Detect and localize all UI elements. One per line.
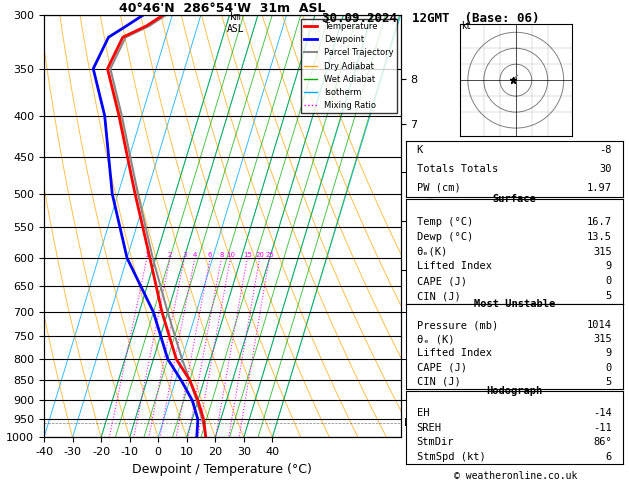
Text: Lifted Index: Lifted Index (416, 348, 491, 358)
Text: 8: 8 (220, 252, 224, 258)
Text: 6: 6 (208, 252, 213, 258)
Text: 1014: 1014 (587, 320, 612, 330)
Text: CAPE (J): CAPE (J) (416, 277, 467, 286)
Text: 10: 10 (226, 252, 235, 258)
Text: 0: 0 (606, 277, 612, 286)
Y-axis label: hPa: hPa (0, 215, 1, 237)
Text: 9: 9 (606, 261, 612, 272)
Text: K: K (416, 145, 423, 155)
Text: 4: 4 (192, 252, 197, 258)
Text: -11: -11 (593, 423, 612, 433)
Text: CIN (J): CIN (J) (416, 377, 460, 387)
Text: StmDir: StmDir (416, 437, 454, 447)
Text: 16.7: 16.7 (587, 217, 612, 226)
Text: Surface: Surface (493, 194, 536, 204)
Text: 1: 1 (145, 252, 149, 258)
Text: SREH: SREH (416, 423, 442, 433)
Text: StmSpd (kt): StmSpd (kt) (416, 452, 486, 462)
Text: Lifted Index: Lifted Index (416, 261, 491, 272)
Text: CAPE (J): CAPE (J) (416, 363, 467, 373)
Text: kt: kt (462, 21, 471, 31)
Text: 3: 3 (182, 252, 187, 258)
Text: Pressure (mb): Pressure (mb) (416, 320, 498, 330)
Text: 0: 0 (606, 363, 612, 373)
Text: CIN (J): CIN (J) (416, 291, 460, 301)
Text: 20: 20 (255, 252, 264, 258)
Text: 2: 2 (168, 252, 172, 258)
Text: Most Unstable: Most Unstable (474, 299, 555, 309)
Text: 86°: 86° (593, 437, 612, 447)
Text: Totals Totals: Totals Totals (416, 164, 498, 174)
Text: 315: 315 (593, 246, 612, 257)
Legend: Temperature, Dewpoint, Parcel Trajectory, Dry Adiabat, Wet Adiabat, Isotherm, Mi: Temperature, Dewpoint, Parcel Trajectory… (301, 19, 397, 113)
Title: 40°46'N  286°54'W  31m  ASL: 40°46'N 286°54'W 31m ASL (119, 1, 326, 15)
Text: 13.5: 13.5 (587, 231, 612, 242)
X-axis label: Dewpoint / Temperature (°C): Dewpoint / Temperature (°C) (133, 463, 313, 476)
Text: θₑ (K): θₑ (K) (416, 334, 454, 344)
Text: 30: 30 (599, 164, 612, 174)
Text: Temp (°C): Temp (°C) (416, 217, 473, 226)
Text: LCL: LCL (404, 418, 422, 428)
Text: 1.97: 1.97 (587, 183, 612, 192)
Text: EH: EH (416, 408, 429, 418)
Text: 9: 9 (606, 348, 612, 358)
Text: PW (cm): PW (cm) (416, 183, 460, 192)
Text: Hodograph: Hodograph (486, 386, 542, 396)
Text: Dewp (°C): Dewp (°C) (416, 231, 473, 242)
Text: 25: 25 (265, 252, 274, 258)
Text: 315: 315 (593, 334, 612, 344)
Text: 5: 5 (606, 377, 612, 387)
Text: -8: -8 (599, 145, 612, 155)
Text: km
ASL: km ASL (227, 12, 245, 34)
Text: -14: -14 (593, 408, 612, 418)
Text: 6: 6 (606, 452, 612, 462)
Text: 5: 5 (606, 291, 612, 301)
Text: © weatheronline.co.uk: © weatheronline.co.uk (454, 471, 577, 481)
Text: 15: 15 (243, 252, 252, 258)
Text: 30.09.2024  12GMT  (Base: 06): 30.09.2024 12GMT (Base: 06) (322, 12, 540, 25)
Y-axis label: Mixing Ratio (g/kg): Mixing Ratio (g/kg) (425, 180, 434, 272)
Text: θₑ(K): θₑ(K) (416, 246, 448, 257)
